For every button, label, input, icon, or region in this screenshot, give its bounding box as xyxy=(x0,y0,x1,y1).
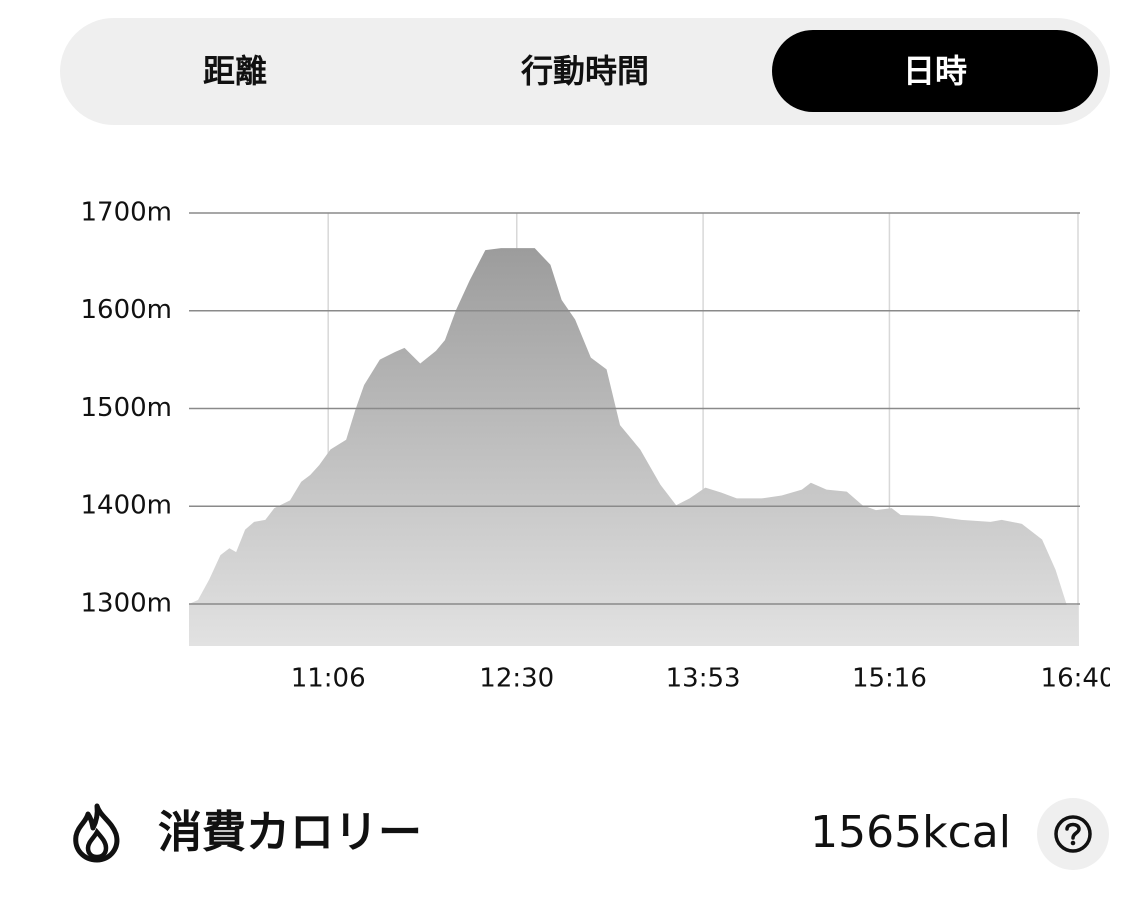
y-tick-label: 1600m xyxy=(81,295,173,325)
chart: 11:06 12:30 13:53 15:16 16:40 1300m 1400m 1500m… xyxy=(81,198,1111,694)
y-tick-label: 1300m xyxy=(81,588,173,618)
x-tick-label: 16:40 xyxy=(1041,664,1110,694)
elevation-area xyxy=(189,248,1078,646)
x-tick-label: 12:30 xyxy=(479,664,554,694)
tab[interactable]: 行動時間 xyxy=(520,52,649,90)
x-tick-label: 15:16 xyxy=(852,664,927,694)
help-button[interactable] xyxy=(1036,797,1110,871)
x-tick-label: 13:53 xyxy=(666,664,741,694)
tab[interactable]: 距離 xyxy=(202,52,267,90)
flame-icon xyxy=(73,803,120,863)
calories-value: 1565kcal xyxy=(810,807,1011,858)
y-tick-label: 1700m xyxy=(81,198,173,228)
y-tick-label: 1400m xyxy=(81,491,173,521)
calories-label: 消費カロリー xyxy=(158,807,422,858)
x-tick-label: 11:06 xyxy=(291,664,366,694)
y-tick-label: 1500m xyxy=(81,393,173,423)
segmented-control: 距離 行動時間 日時 xyxy=(60,18,1110,125)
tab[interactable]: 日時 xyxy=(772,30,1098,112)
